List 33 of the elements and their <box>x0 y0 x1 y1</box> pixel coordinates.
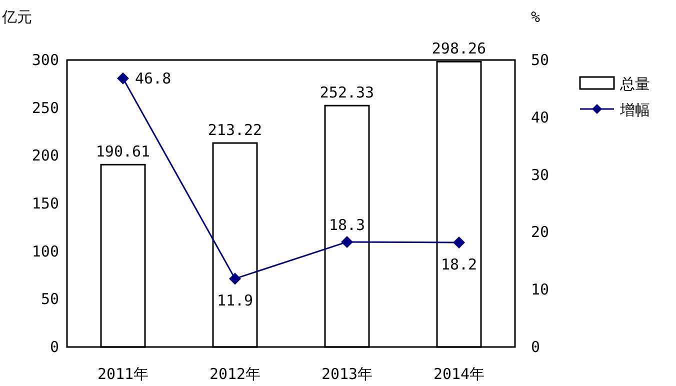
y2-axis-title: % <box>531 8 540 26</box>
y-axis-title: 亿元 <box>1 8 32 26</box>
data-label: 46.8 <box>135 69 172 88</box>
point <box>229 272 241 285</box>
x-tick-label: 2012年 <box>209 365 261 383</box>
data-label: 298.26 <box>432 40 486 58</box>
y-tick-label: 50 <box>40 290 59 308</box>
legend-label: 总量 <box>619 75 650 93</box>
data-label: 18.2 <box>440 256 478 274</box>
point <box>117 72 129 84</box>
y-tick-label: 150 <box>32 194 59 212</box>
y-tick-label: 250 <box>32 98 59 117</box>
y2-tick-label: 50 <box>531 51 550 69</box>
point <box>453 236 465 249</box>
legend-label: 增幅 <box>619 101 650 119</box>
y-tick-label: 0 <box>50 338 59 356</box>
y-tick-label: 100 <box>32 242 59 260</box>
y-tick-label: 300 <box>32 51 59 69</box>
y2-tick-label: 40 <box>531 108 550 126</box>
data-label: 213.22 <box>208 121 262 140</box>
data-label: 11.9 <box>216 292 254 310</box>
x-tick-label: 2011年 <box>97 365 149 383</box>
x-tick-label: 2014年 <box>433 365 485 383</box>
data-label: 190.61 <box>96 142 150 161</box>
data-label: 18.3 <box>328 216 366 234</box>
y-tick-label: 200 <box>32 146 59 165</box>
y2-tick-label: 0 <box>531 338 540 356</box>
y2-tick-label: 30 <box>531 166 550 184</box>
x-tick-label: 2013年 <box>321 365 373 383</box>
data-label: 252.33 <box>320 84 374 102</box>
point <box>341 236 353 248</box>
y2-tick-label: 20 <box>531 223 550 242</box>
y2-tick-label: 10 <box>531 280 550 299</box>
